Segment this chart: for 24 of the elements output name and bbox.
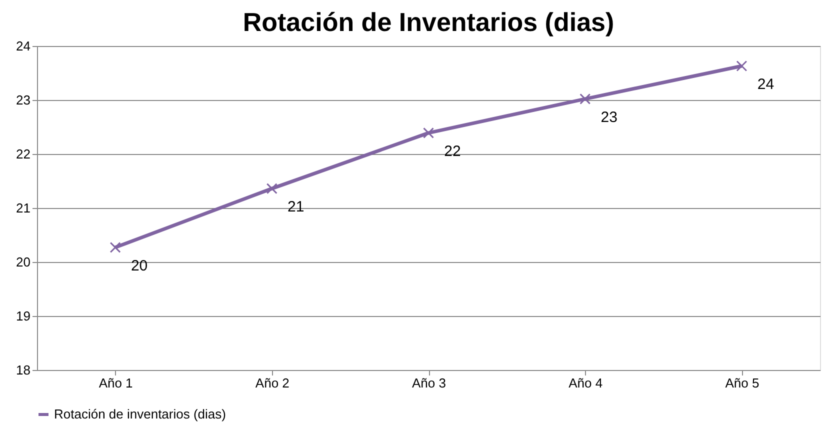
point [423, 127, 434, 138]
x-tick-label: Año 2 [255, 376, 290, 390]
y-tick-label: 19 [16, 308, 30, 324]
data-label: 23 [600, 108, 618, 126]
x-tick-label: Año 3 [412, 376, 446, 390]
y-tick-label: 21 [16, 200, 30, 216]
x-tick-label: Año 5 [725, 376, 760, 390]
y-tick-label: 18 [16, 362, 30, 378]
y-tick-label: 22 [16, 146, 30, 162]
point [736, 60, 748, 72]
x-tick-label: Año 1 [98, 376, 133, 390]
point [110, 242, 121, 253]
point [266, 183, 278, 194]
y-tick-label: 20 [16, 254, 30, 270]
y-tick-label: 24 [16, 38, 30, 54]
legend-label: Rotación de inventarios (dias) [54, 406, 226, 422]
data-label: 22 [444, 142, 461, 160]
x-tick-label: Año 4 [568, 376, 603, 390]
point [580, 93, 591, 104]
data-label: 20 [130, 257, 148, 274]
data-label: 24 [757, 76, 774, 93]
data-label: 21 [288, 198, 304, 216]
chart-title: Rotación de Inventarios (dias) [242, 7, 614, 37]
y-tick-label: 23 [16, 92, 30, 108]
